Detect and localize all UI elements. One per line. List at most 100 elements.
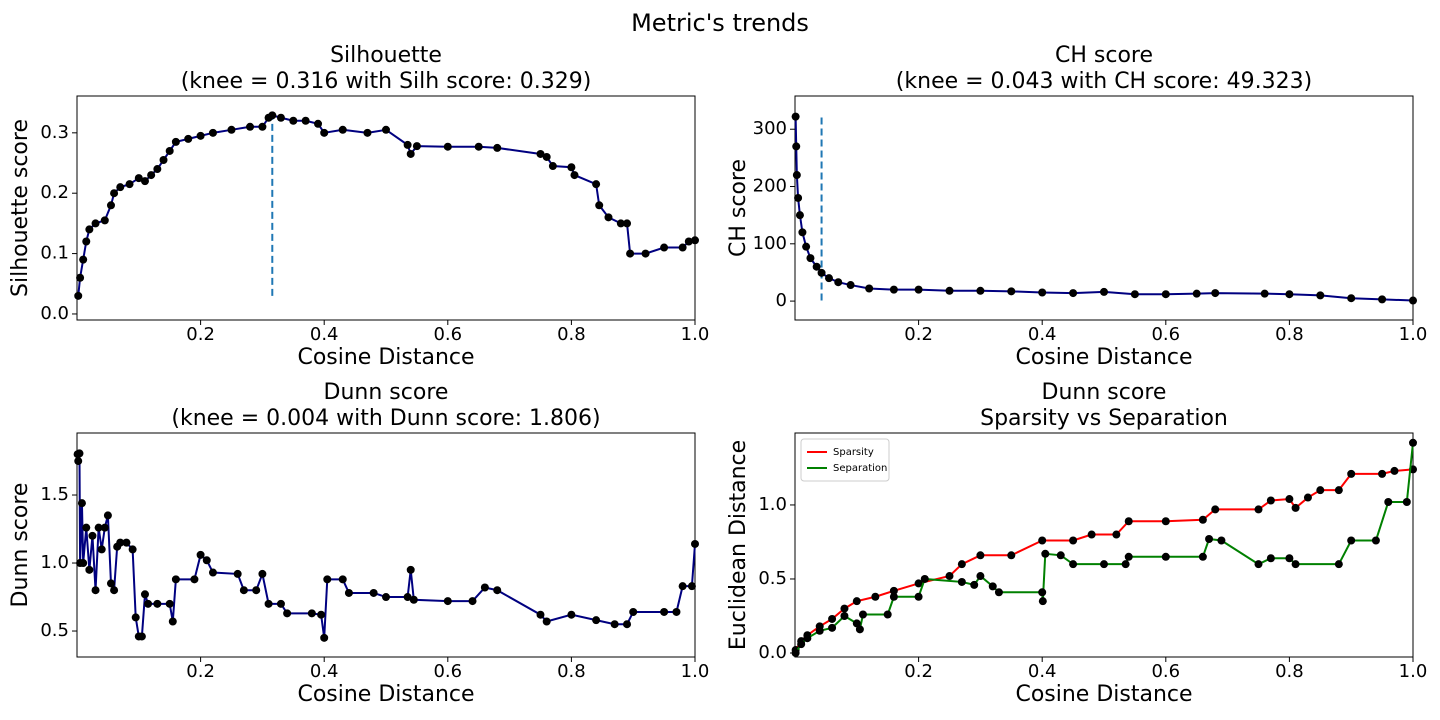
data-point [1038, 588, 1047, 597]
legend-box [800, 438, 890, 482]
data-point [1161, 290, 1170, 299]
data-point [1069, 560, 1078, 569]
x-tick-label: 0.6 [1151, 324, 1180, 345]
data-point [110, 586, 119, 595]
data-point [852, 597, 861, 606]
y-tick-label: 100 [753, 233, 787, 254]
data-point [691, 236, 699, 245]
data-point [994, 588, 1003, 597]
data-point [137, 632, 146, 641]
data-point [914, 592, 923, 601]
data-point [1038, 536, 1047, 545]
data-point [116, 183, 125, 192]
data-point [957, 560, 966, 569]
data-point [629, 607, 638, 616]
data-point [1266, 554, 1275, 563]
data-point [889, 586, 898, 595]
data-point [914, 579, 923, 588]
data-point [1260, 289, 1269, 298]
y-tick-label: 0.0 [40, 303, 69, 324]
data-point [1211, 289, 1220, 298]
data-point [116, 538, 125, 547]
data-point [443, 597, 452, 606]
data-point [567, 163, 576, 172]
data-point [1334, 486, 1343, 495]
y-tick-label: 0.5 [40, 620, 69, 641]
y-axis-label: Silhouette score [8, 119, 33, 297]
data-point [344, 588, 353, 597]
data-point [803, 634, 812, 643]
x-tick-label: 0.2 [904, 661, 933, 682]
y-tick-label: 1.5 [40, 484, 69, 505]
data-point [852, 619, 861, 628]
data-point [1161, 552, 1170, 561]
data-point [812, 262, 821, 271]
x-axis-label: Cosine Distance [297, 682, 474, 707]
data-point [406, 565, 415, 574]
data-point [196, 550, 205, 559]
data-point [338, 575, 347, 584]
data-point [976, 572, 985, 581]
data-point [1402, 497, 1411, 506]
data-point [320, 128, 329, 137]
data-point [76, 273, 85, 282]
data-point [258, 569, 267, 578]
data-point [871, 592, 880, 601]
data-point [660, 243, 669, 252]
data-point [493, 586, 502, 595]
data-point [1198, 552, 1207, 561]
x-tick-label: 0.6 [433, 661, 462, 682]
data-point [976, 286, 985, 295]
data-point [604, 213, 613, 222]
x-tick-label: 0.6 [433, 324, 462, 345]
x-tick-label: 0.4 [310, 661, 339, 682]
data-point [914, 285, 923, 294]
chart-subtitle: (knee = 0.316 with Silh score: 0.329) [181, 69, 592, 94]
data-point [110, 189, 119, 198]
data-point [570, 171, 579, 180]
data-point [268, 111, 277, 120]
data-point [1266, 496, 1275, 505]
data-point [1390, 466, 1399, 475]
data-point [840, 611, 849, 620]
data-point [106, 579, 115, 588]
data-point [1384, 497, 1393, 506]
data-point [1087, 530, 1096, 539]
x-axis-label: Cosine Distance [297, 345, 474, 370]
data-point [106, 201, 115, 210]
data-point [828, 614, 837, 623]
data-point [276, 113, 285, 122]
data-point [147, 171, 156, 180]
data-point [131, 613, 140, 622]
data-point [159, 156, 168, 164]
data-point [691, 539, 699, 548]
data-point [1254, 505, 1263, 514]
data-point [687, 582, 696, 591]
plot-area [794, 95, 1414, 321]
data-point [369, 588, 378, 597]
y-tick-label: 0.2 [40, 182, 69, 203]
data-point [660, 607, 669, 616]
data-point [264, 599, 273, 608]
data-point [208, 128, 217, 137]
data-point [1371, 536, 1380, 545]
data-point [171, 137, 180, 146]
data-point [1409, 438, 1417, 447]
y-tick-label: 0.5 [758, 568, 787, 589]
data-point [128, 545, 137, 554]
y-axis-label: Dunn score [8, 483, 33, 608]
data-point [678, 582, 687, 591]
data-point [976, 551, 985, 560]
data-point [1100, 560, 1108, 569]
data-point [1124, 517, 1133, 526]
data-point [1347, 294, 1356, 303]
y-tick-label: 0 [776, 290, 787, 311]
data-point [196, 131, 205, 140]
data-point [1100, 287, 1108, 296]
data-point [792, 142, 801, 151]
y-tick-label: 1.0 [758, 494, 787, 515]
data-point [307, 609, 316, 618]
data-point [806, 254, 815, 263]
data-point [828, 623, 837, 632]
data-point [301, 116, 310, 125]
